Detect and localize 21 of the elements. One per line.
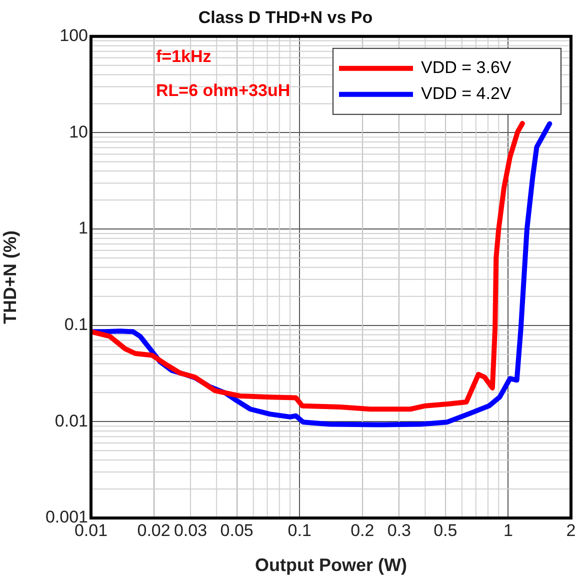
chart-title: Class D THD+N vs Po [198,8,373,27]
x-axis-title: Output Power (W) [255,555,407,576]
annotation: RL=6 ohm+33uH [156,81,290,100]
x-tick-label: 0.1 [288,520,312,540]
x-tick-label: 2 [566,520,576,540]
annotation: f=1kHz [156,47,212,66]
y-tick-label: 1 [78,218,88,238]
y-tick-label: 0.1 [64,315,88,334]
y-tick-label: 10 [69,122,88,142]
y-tick-label: 0.01 [54,411,88,430]
legend-label: VDD = 3.6V [421,58,512,78]
x-tick-label: 0.3 [387,520,411,540]
x-tick-label: 0.05 [220,520,254,540]
y-axis-title: THD+N (%) [0,230,20,324]
x-tick-label: 1 [503,520,513,540]
x-tick-label: 0.02 [137,520,170,540]
x-tick-label: 0.03 [174,520,208,540]
y-tick-label: 100 [60,26,88,46]
x-tick-label: 0.5 [434,520,458,540]
x-tick-label: 0.2 [350,520,374,540]
legend-label: VDD = 4.2V [421,84,512,104]
